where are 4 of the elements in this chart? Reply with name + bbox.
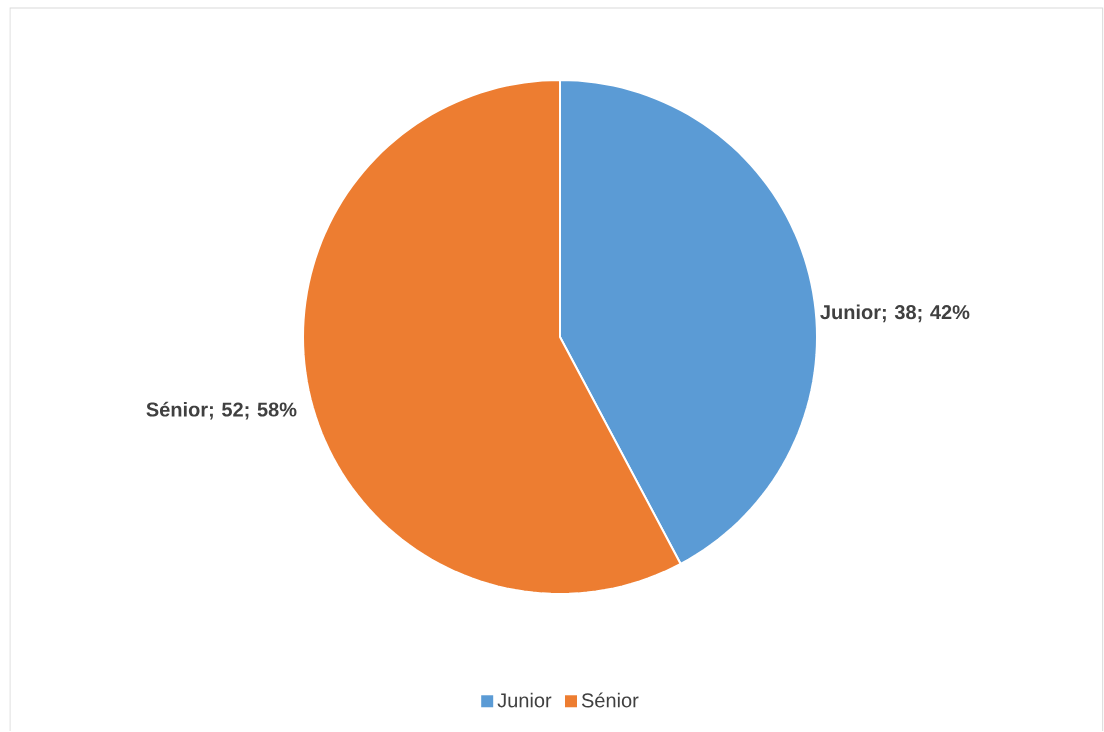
data-label: Junior; 38; 42%: [820, 304, 970, 323]
legend-label: Junior: [497, 693, 552, 708]
legend-label: Sénior: [581, 692, 639, 708]
data-label: Sénior; 52; 58%: [146, 402, 297, 420]
